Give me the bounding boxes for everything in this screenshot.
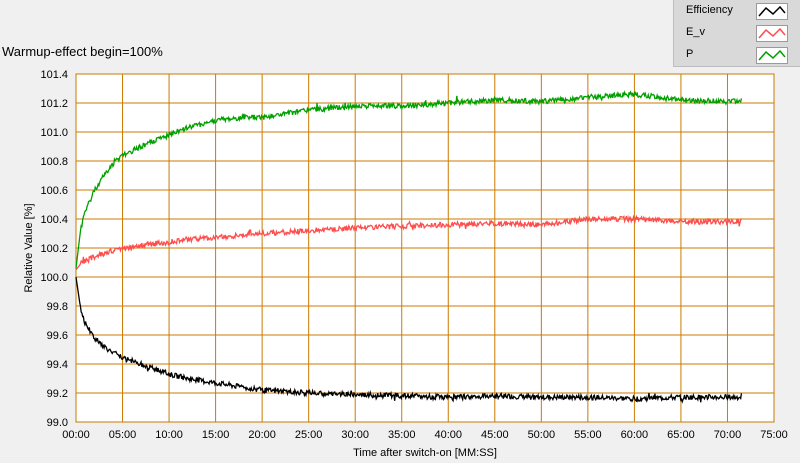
y-tick-label: 99.2	[47, 388, 68, 400]
x-tick-label: 70:00	[714, 429, 742, 441]
legend-item-efficiency: Efficiency	[674, 1, 800, 23]
legend-swatch-ev	[756, 25, 788, 42]
x-tick-label: 10:00	[155, 429, 183, 441]
y-axis-label: Relative Value [%]	[23, 203, 35, 292]
y-tick-label: 101.2	[40, 98, 68, 110]
series-layer	[75, 90, 743, 404]
x-tick-label: 35:00	[388, 429, 416, 441]
x-tick-label: 60:00	[621, 429, 649, 441]
grid-lines	[75, 73, 775, 423]
y-tick-label: 101.4	[40, 69, 68, 81]
legend-label-p: P	[686, 48, 694, 60]
x-tick-label: 25:00	[295, 429, 323, 441]
chart-title: Warmup-effect begin=100%	[2, 44, 163, 59]
legend: Efficiency E_v P	[673, 0, 800, 67]
x-tick-label: 55:00	[574, 429, 602, 441]
y-tick-label: 100.4	[40, 214, 68, 226]
y-tick-label: 100.2	[40, 243, 68, 255]
x-tick-label: 00:00	[62, 429, 90, 441]
tick-labels: 00:00 05:00 10:00 15:00 20:00 25:00 30:00 35:00…	[40, 69, 787, 441]
legend-swatch-p	[756, 47, 788, 64]
y-tick-label: 100.6	[40, 185, 68, 197]
y-tick-label: 99.0	[47, 417, 68, 429]
y-tick-label: 100.8	[40, 156, 68, 168]
x-tick-label: 50:00	[528, 429, 556, 441]
y-tick-label: 99.6	[47, 330, 68, 342]
x-tick-label: 45:00	[481, 429, 509, 441]
y-tick-label: 101.0	[40, 127, 68, 139]
legend-label-efficiency: Efficiency	[686, 4, 733, 16]
series-line-efficiency	[75, 276, 743, 404]
y-tick-label: 99.8	[47, 301, 68, 313]
series-line-e-v	[75, 214, 743, 271]
x-tick-label: 20:00	[248, 429, 276, 441]
legend-item-p: P	[674, 45, 800, 67]
legend-swatch-efficiency	[756, 3, 788, 20]
series-line-p	[75, 90, 743, 269]
legend-item-ev: E_v	[674, 23, 800, 45]
x-tick-label: 65:00	[667, 429, 695, 441]
x-tick-label: 05:00	[109, 429, 137, 441]
x-tick-label: 75:00	[760, 429, 788, 441]
x-tick-label: 30:00	[341, 429, 369, 441]
x-tick-label: 40:00	[435, 429, 463, 441]
legend-label-ev: E_v	[686, 26, 705, 38]
x-tick-label: 15:00	[202, 429, 230, 441]
y-tick-label: 99.4	[47, 359, 68, 371]
x-axis-label: Time after switch-on [MM:SS]	[353, 447, 497, 459]
y-tick-label: 100.0	[40, 272, 68, 284]
